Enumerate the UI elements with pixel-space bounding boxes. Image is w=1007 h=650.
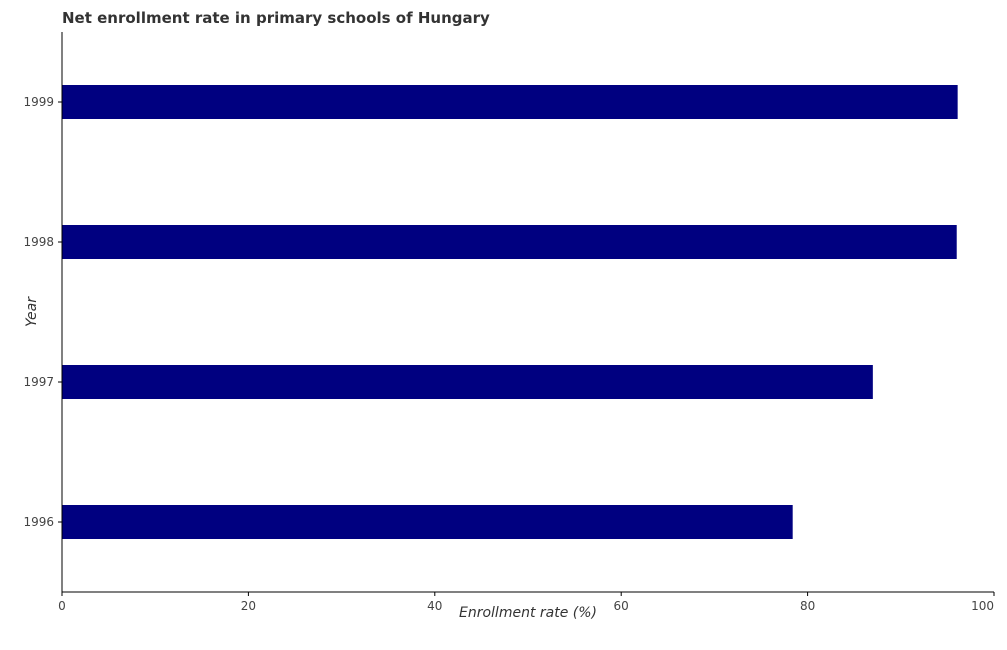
x-tick-label-40: 40	[427, 599, 442, 613]
x-tick-label-100: 100	[971, 599, 994, 613]
x-tick-label-60: 60	[614, 599, 629, 613]
x-tick-label-0: 0	[58, 599, 66, 613]
y-tick-label-1997: 1997	[23, 375, 54, 389]
bar-1999	[62, 85, 958, 119]
y-tick-label-1996: 1996	[23, 515, 54, 529]
x-axis-title: Enrollment rate (%)	[459, 605, 597, 621]
bar-1997	[62, 365, 873, 399]
x-axis-ticks: 0 20 40 60 80 100	[58, 592, 995, 613]
y-axis-title: Year	[24, 296, 40, 327]
bar-1998	[62, 225, 957, 259]
chart-title: Net enrollment rate in primary schools o…	[62, 9, 490, 27]
y-tick-label-1999: 1999	[23, 95, 54, 109]
bars-group	[62, 85, 958, 539]
y-axis-ticks: 1996 1997 1998 1999	[23, 95, 62, 529]
x-tick-label-80: 80	[800, 599, 815, 613]
x-tick-label-20: 20	[241, 599, 256, 613]
bar-1996	[62, 505, 793, 539]
y-tick-label-1998: 1998	[23, 235, 54, 249]
